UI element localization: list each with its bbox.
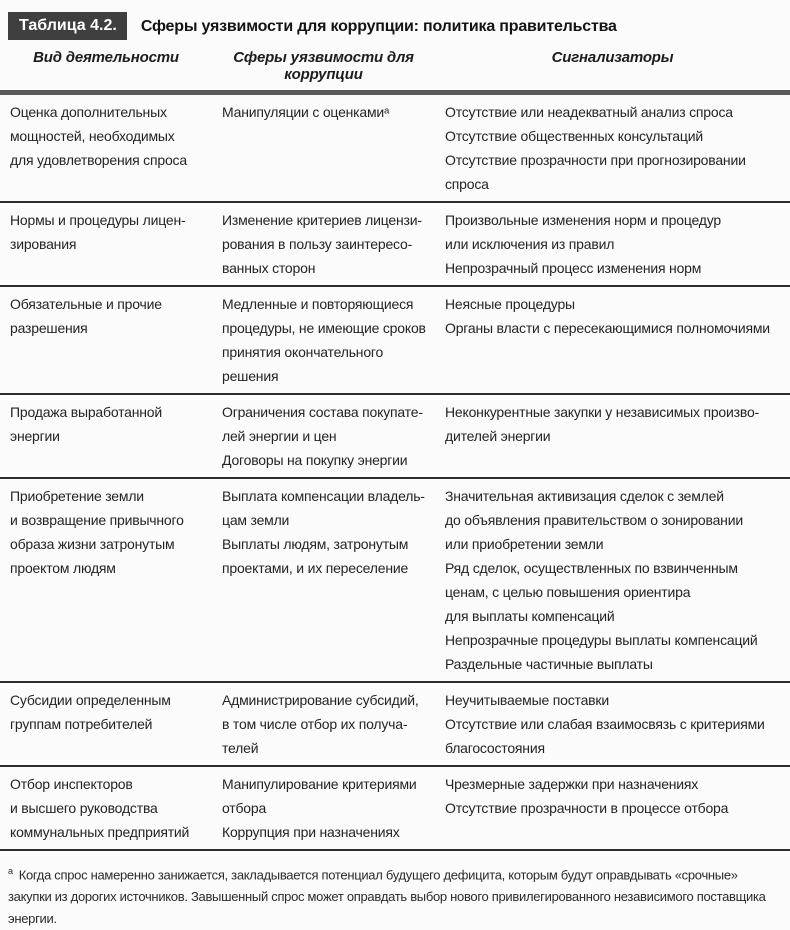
signal-item: Неясные процедуры (445, 296, 575, 312)
table-row: Субсидии определенным группам потребител… (0, 683, 790, 767)
vulnerability-item: Манипулирование критериями отбора (222, 776, 417, 816)
signal-item: Отсутствие общественных консультаций (445, 128, 703, 144)
activity-cell: Продажа выработанной энергии (0, 400, 212, 472)
column-header-row: Вид деятельности Сферы уязвимости для ко… (0, 49, 790, 90)
signal-item: Чрезмерные задержки при назначениях (445, 776, 699, 792)
vulnerability-cell: Выплата компенсации владель- цам земли Вы… (212, 484, 435, 676)
table-caption: Таблица 4.2. Сферы уязвимости для корруп… (8, 12, 790, 40)
vulnerability-cell: Манипулирование критериями отбора Коррупц… (212, 772, 435, 844)
column-header-vulnerabilities: Сферы уязвимости для коррупции (233, 49, 414, 83)
column-header-activity: Вид деятельности (33, 49, 179, 66)
vulnerability-item: Манипуляции с оценкамиᵃ (222, 104, 390, 120)
table-row: Оценка дополнительных мощностей, необход… (0, 95, 790, 203)
footnote-text: Когда спрос намеренно занижается, заклад… (8, 867, 766, 927)
activity-text: Оценка дополнительных мощностей, необход… (10, 104, 187, 168)
activity-cell: Отбор инспекторов и высшего руководства … (0, 772, 212, 844)
signal-item: Отсутствие прозрачности при прогнозирова… (445, 152, 746, 192)
vulnerability-item: Коррупция при назначениях (222, 824, 400, 840)
activity-text: Продажа выработанной энергии (10, 404, 163, 444)
signal-item: Непрозрачный процесс изменения норм (445, 260, 702, 276)
signal-item: Органы власти с пересекающимися полномоч… (445, 320, 770, 336)
signal-item: Неконкурентные закупки у независимых про… (445, 404, 759, 444)
signal-item: Отсутствие или неадекватный анализ спрос… (445, 104, 733, 120)
signal-item: Произвольные изменения норм и процедур и… (445, 212, 721, 252)
signal-cell: Неконкурентные закупки у независимых про… (435, 400, 790, 472)
vulnerability-cell: Медленные и повторяющиеся процедуры, не … (212, 292, 435, 388)
vulnerability-item: Ограничения состава покупате- лей энерги… (222, 404, 423, 444)
activity-text: Отбор инспекторов и высшего руководства … (10, 776, 190, 840)
activity-text: Нормы и процедуры лицен- зирования (10, 212, 186, 252)
signal-cell: Неучитываемые поставки Отсутствие или сла… (435, 688, 790, 760)
table-row: Нормы и процедуры лицен- зирования Измене… (0, 203, 790, 287)
signal-cell: Значительная активизация сделок с землей… (435, 484, 790, 676)
signal-cell: Отсутствие или неадекватный анализ спрос… (435, 100, 790, 196)
signal-item: Неучитываемые поставки (445, 692, 609, 708)
footnote-marker: a (8, 866, 13, 876)
table-body: Оценка дополнительных мощностей, необход… (0, 95, 790, 851)
vulnerability-cell: Изменение критериев лицензи- рования в п… (212, 208, 435, 280)
activity-cell: Субсидии определенным группам потребител… (0, 688, 212, 760)
activity-text: Субсидии определенным группам потребител… (10, 692, 171, 732)
signal-item: Значительная активизация сделок с землей… (445, 488, 743, 552)
vulnerability-cell: Ограничения состава покупате- лей энерги… (212, 400, 435, 472)
signal-item: Раздельные частичные выплаты (445, 656, 653, 672)
header-rule (0, 90, 790, 95)
vulnerability-item: Договоры на покупку энергии (222, 452, 408, 468)
vulnerability-item: Выплаты людям, затронутым проектами, и и… (222, 536, 409, 576)
table-number-badge: Таблица 4.2. (8, 12, 127, 40)
table-row: Продажа выработанной энергии Ограничения … (0, 395, 790, 479)
table-title: Сферы уязвимости для коррупции: политика… (140, 18, 617, 35)
table-row: Отбор инспекторов и высшего руководства … (0, 767, 790, 851)
vulnerability-item: Изменение критериев лицензи- рования в п… (222, 212, 422, 276)
activity-cell: Оценка дополнительных мощностей, необход… (0, 100, 212, 196)
signal-item: Ряд сделок, осуществленных по взвинченны… (445, 560, 738, 624)
signal-item: Отсутствие или слабая взаимосвязь с крит… (445, 716, 765, 756)
activity-cell: Приобретение земли и возвращение привычн… (0, 484, 212, 676)
activity-cell: Нормы и процедуры лицен- зирования (0, 208, 212, 280)
table-row: Обязательные и прочие разрешения Медленны… (0, 287, 790, 395)
signal-cell: Произвольные изменения норм и процедур и… (435, 208, 790, 280)
signal-cell: Неясные процедуры Органы власти с пересек… (435, 292, 790, 388)
vulnerability-item: Администрирование субсидий, в том числе … (222, 692, 419, 756)
activity-cell: Обязательные и прочие разрешения (0, 292, 212, 388)
vulnerability-item: Медленные и повторяющиеся процедуры, не … (222, 296, 426, 384)
vulnerability-cell: Администрирование субсидий, в том числе … (212, 688, 435, 760)
signal-item: Отсутствие прозрачности в процессе отбор… (445, 800, 729, 816)
column-header-signals: Сигнализаторы (551, 49, 674, 66)
table-row: Приобретение земли и возвращение привычн… (0, 479, 790, 683)
footnote: a Когда спрос намеренно занижается, закла… (8, 860, 782, 930)
activity-text: Обязательные и прочие разрешения (10, 296, 162, 336)
document-page: Таблица 4.2. Сферы уязвимости для корруп… (0, 12, 790, 930)
vulnerability-cell: Манипуляции с оценкамиᵃ (212, 100, 435, 196)
signal-cell: Чрезмерные задержки при назначениях Отсут… (435, 772, 790, 844)
activity-text: Приобретение земли и возвращение привычн… (10, 488, 184, 576)
vulnerability-item: Выплата компенсации владель- цам земли (222, 488, 425, 528)
signal-item: Непрозрачные процедуры выплаты компенсац… (445, 632, 758, 648)
